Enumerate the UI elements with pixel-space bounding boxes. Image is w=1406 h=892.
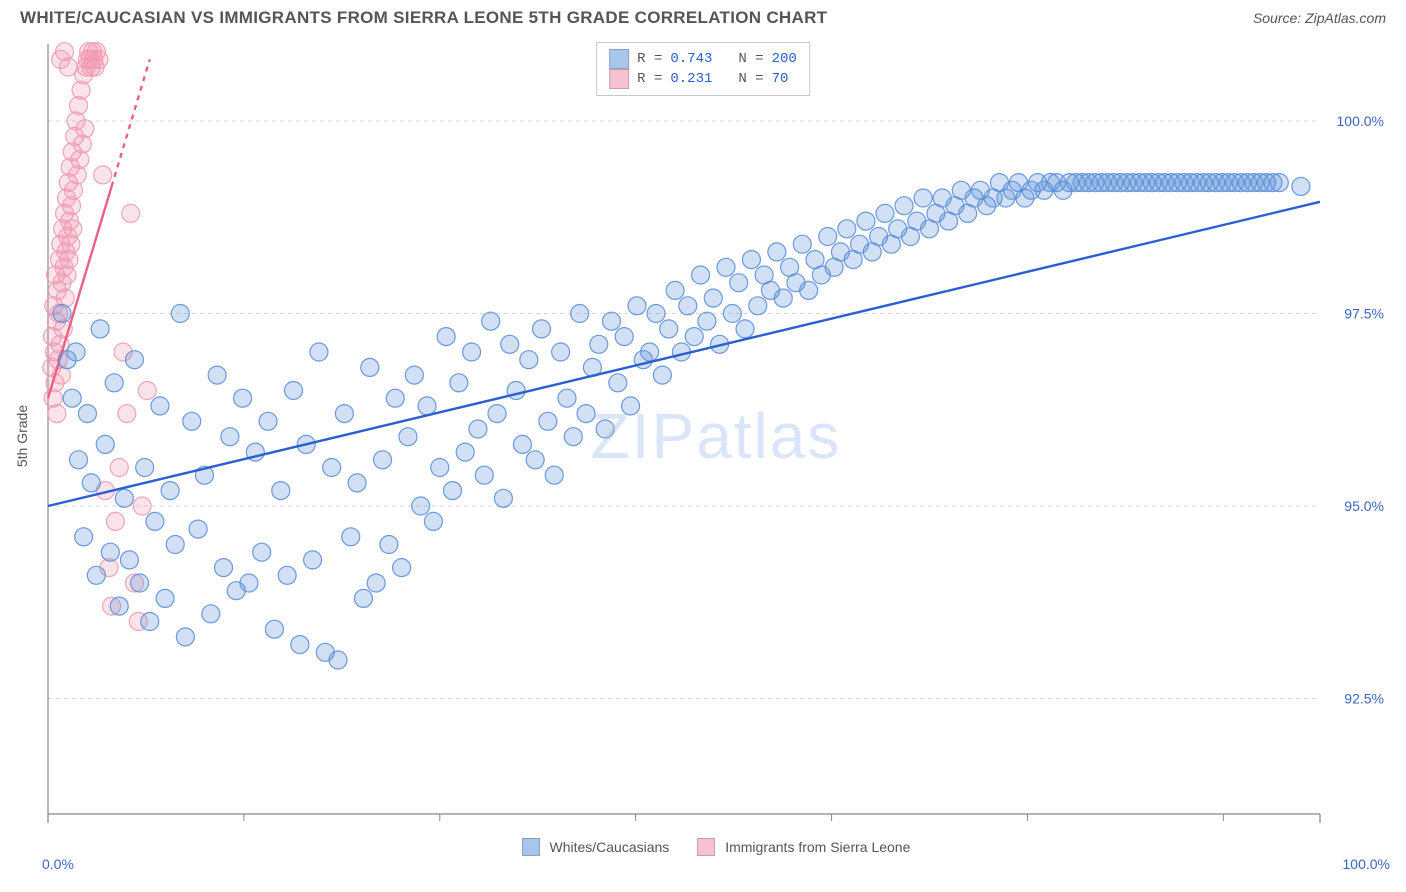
scatter-chart-svg: 92.5% 95.0% 97.5% 100.0% bbox=[42, 40, 1390, 832]
svg-text:97.5%: 97.5% bbox=[1344, 306, 1384, 322]
legend-row: R = 0.743 N = 200 bbox=[609, 49, 797, 69]
x-axis-labels: 0.0% 100.0% bbox=[42, 856, 1390, 876]
legend-label: Immigrants from Sierra Leone bbox=[725, 839, 910, 855]
x-tick-label: 0.0% bbox=[42, 856, 74, 872]
legend-r-value: 0.231 bbox=[670, 71, 712, 87]
chart-title: WHITE/CAUCASIAN VS IMMIGRANTS FROM SIERR… bbox=[20, 8, 827, 28]
chart-header: WHITE/CAUCASIAN VS IMMIGRANTS FROM SIERR… bbox=[0, 0, 1406, 34]
y-axis-label: 5th Grade bbox=[14, 405, 30, 467]
legend-n-value: 70 bbox=[772, 71, 789, 87]
legend-item: Whites/Caucasians bbox=[522, 838, 670, 856]
legend-item: Immigrants from Sierra Leone bbox=[697, 838, 910, 856]
legend-label: Whites/Caucasians bbox=[549, 839, 669, 855]
legend-swatch bbox=[697, 838, 715, 856]
legend-r-label: R = bbox=[637, 71, 662, 87]
chart-source: Source: ZipAtlas.com bbox=[1253, 10, 1386, 26]
legend-r-label: R = bbox=[637, 51, 662, 67]
legend-n-value: 200 bbox=[772, 51, 797, 67]
legend-swatch bbox=[609, 69, 629, 89]
legend-swatch bbox=[522, 838, 540, 856]
series-legend: Whites/Caucasians Immigrants from Sierra… bbox=[42, 838, 1390, 856]
plot-area: 92.5%95.0%97.5%100.0% ZIPatlas bbox=[42, 40, 1390, 832]
legend-row: R = 0.231 N = 70 bbox=[609, 69, 797, 89]
x-axis-row: Whites/Caucasians Immigrants from Sierra… bbox=[42, 836, 1390, 884]
correlation-legend: R = 0.743 N = 200 R = 0.231 N = 70 bbox=[596, 42, 810, 96]
legend-r-value: 0.743 bbox=[670, 51, 712, 67]
legend-swatch bbox=[609, 49, 629, 69]
legend-n-label: N = bbox=[738, 51, 763, 67]
x-tick-label: 100.0% bbox=[1343, 856, 1390, 872]
svg-text:95.0%: 95.0% bbox=[1344, 498, 1384, 514]
y-axis-label-wrap: 5th Grade bbox=[10, 40, 34, 832]
legend-n-label: N = bbox=[738, 71, 763, 87]
svg-text:92.5%: 92.5% bbox=[1344, 691, 1384, 707]
svg-text:100.0%: 100.0% bbox=[1337, 113, 1384, 129]
